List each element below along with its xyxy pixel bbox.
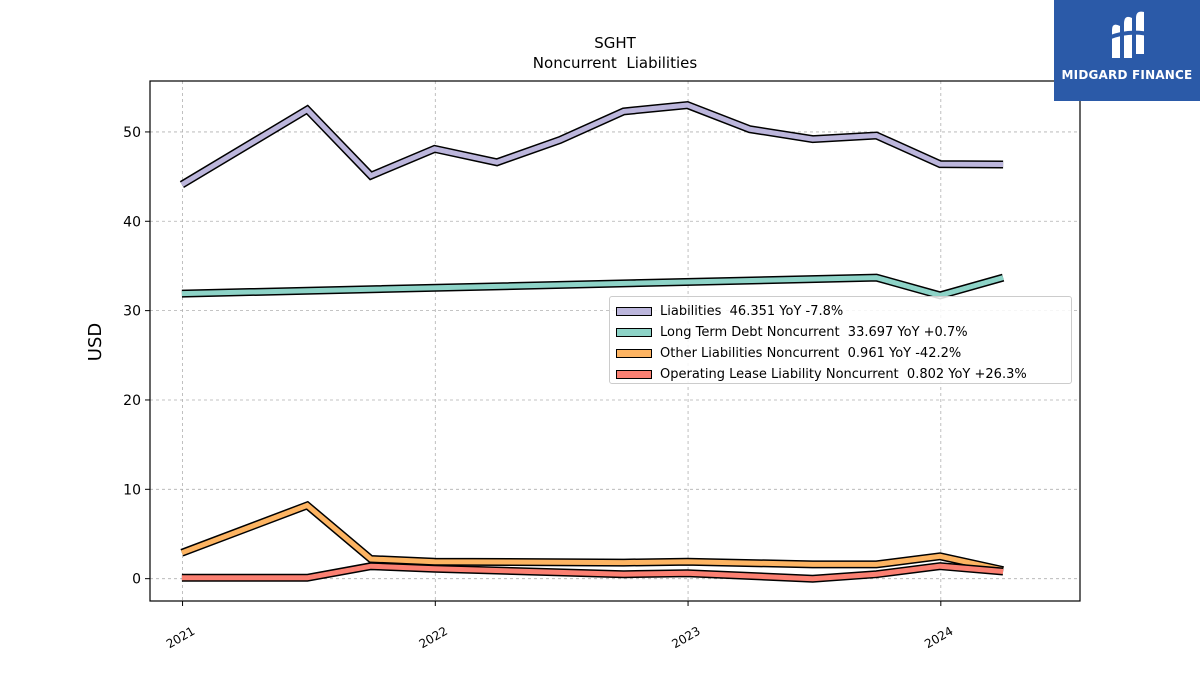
y-tick-label: 10 xyxy=(123,482,141,498)
legend-swatch-operating-lease xyxy=(616,370,652,379)
chart-legend: Liabilities 46.351 YoY -7.8% Long Term D… xyxy=(609,296,1072,384)
x-axis-ticks: 2021 2022 2023 2024 xyxy=(164,601,956,651)
brand-name: MIDGARD FINANCE xyxy=(1061,68,1193,82)
y-axis-ticks: 0 10 20 30 40 50 xyxy=(123,125,150,588)
mf-monogram-icon xyxy=(1107,11,1149,59)
legend-label-operating-lease: Operating Lease Liability Noncurrent 0.8… xyxy=(660,367,1027,382)
legend-label-long-term-debt: Long Term Debt Noncurrent 33.697 YoY +0.… xyxy=(660,325,968,340)
x-tick-label: 2022 xyxy=(417,624,450,651)
y-tick-label: 0 xyxy=(132,572,141,588)
legend-label-other-liabilities: Other Liabilities Noncurrent 0.961 YoY -… xyxy=(660,346,962,361)
x-tick-label: 2024 xyxy=(922,624,955,651)
legend-swatch-liabilities xyxy=(616,307,652,316)
legend-item-long-term-debt: Long Term Debt Noncurrent 33.697 YoY +0.… xyxy=(616,322,1065,343)
legend-swatch-other-liabilities xyxy=(616,349,652,358)
legend-item-other-liabilities: Other Liabilities Noncurrent 0.961 YoY -… xyxy=(616,343,1065,364)
y-tick-label: 30 xyxy=(123,304,141,320)
legend-item-operating-lease: Operating Lease Liability Noncurrent 0.8… xyxy=(616,364,1065,385)
y-tick-label: 40 xyxy=(123,214,141,230)
series-line-other-liabilities-noncurrent xyxy=(181,502,1004,573)
legend-label-liabilities: Liabilities 46.351 YoY -7.8% xyxy=(660,304,844,319)
x-tick-label: 2023 xyxy=(669,624,702,651)
legend-item-liabilities: Liabilities 46.351 YoY -7.8% xyxy=(616,301,1065,322)
y-axis-label: USD xyxy=(85,323,106,361)
series-lines xyxy=(179,101,1005,583)
series-line-liabilities xyxy=(180,102,1004,187)
chart-title: SGHT xyxy=(594,34,636,52)
plot-frame xyxy=(149,80,1081,602)
series-outline-liabilities xyxy=(179,101,1004,189)
y-tick-label: 20 xyxy=(123,393,141,409)
x-tick-label: 2021 xyxy=(164,624,197,651)
brand-logo: MIDGARD FINANCE xyxy=(1054,0,1200,101)
series-line-operating-lease-liability-noncurrent xyxy=(181,563,1004,582)
chart-subtitle: Noncurrent Liabilities xyxy=(533,54,698,72)
series-line-long-term-debt-noncurrent xyxy=(181,275,1004,298)
y-tick-label: 50 xyxy=(123,125,141,141)
legend-swatch-long-term-debt xyxy=(616,328,652,337)
